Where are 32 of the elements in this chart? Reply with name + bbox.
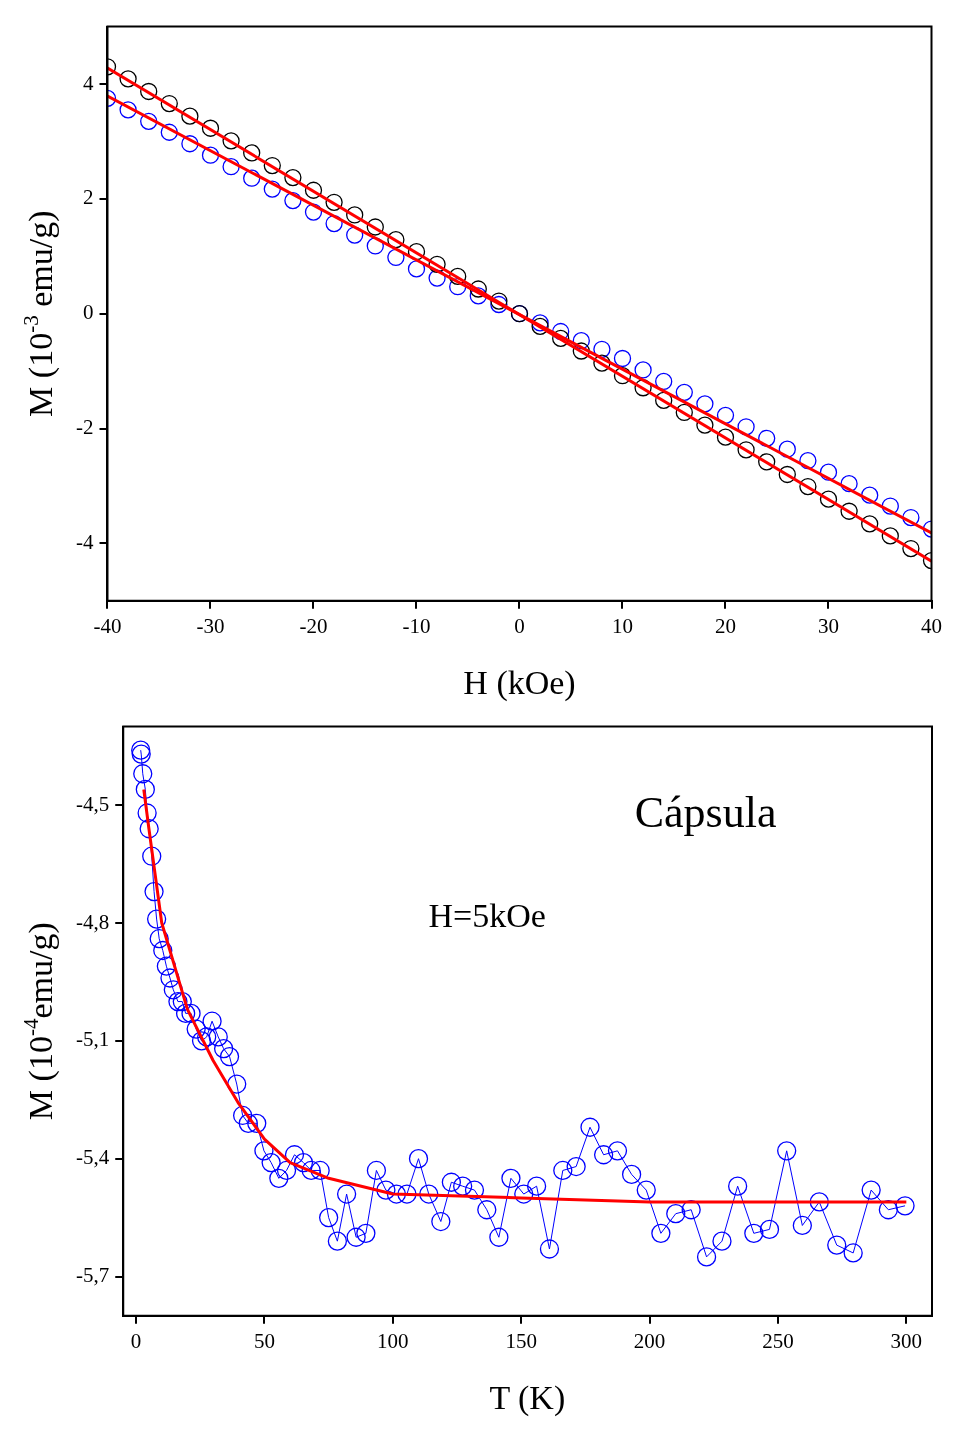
x-tick-label: 300 [890,1328,923,1353]
y-tick-label: -4,5 [75,791,110,816]
x-tick-label: 150 [505,1328,537,1353]
x-tick-label: -10 [402,613,431,638]
y-tick-label: -5,7 [75,1263,110,1288]
x-tick-label: 0 [130,1328,142,1353]
x-tick-label: 10 [612,613,633,638]
x-tick-label: 0 [514,613,525,638]
x-tick-label: 200 [633,1328,666,1353]
x-tick-label: -40 [93,613,122,638]
y-tick-label: 0 [82,300,94,325]
x-tick-label: 30 [818,613,839,638]
x-axis-title: H (kOe) [463,664,576,702]
y-tick-label: -5,1 [75,1027,110,1052]
y-tick-label: 2 [82,185,94,210]
annotation: H=5kOe [428,896,546,934]
x-tick-label: 20 [715,613,736,638]
y-axis-title: M (10-3 emu/g) [19,210,60,417]
x-tick-label: 250 [762,1328,794,1353]
y-tick-label: 4 [82,70,94,95]
y-axis-title: M (10-4emu/g) [19,922,60,1121]
x-tick-label: -30 [196,613,225,638]
x-tick-label: 40 [921,613,942,638]
x-tick-label: -20 [299,613,328,638]
x-axis-title: T (K) [489,1379,566,1417]
annotation: Cápsula [634,787,777,837]
x-tick-label: 50 [253,1328,275,1353]
y-tick-label: -4,8 [75,909,110,934]
y-tick-label: -5,4 [75,1145,110,1170]
x-tick-label: 100 [377,1328,409,1353]
y-tick-label: -2 [75,415,94,440]
y-tick-label: -4 [75,529,94,554]
